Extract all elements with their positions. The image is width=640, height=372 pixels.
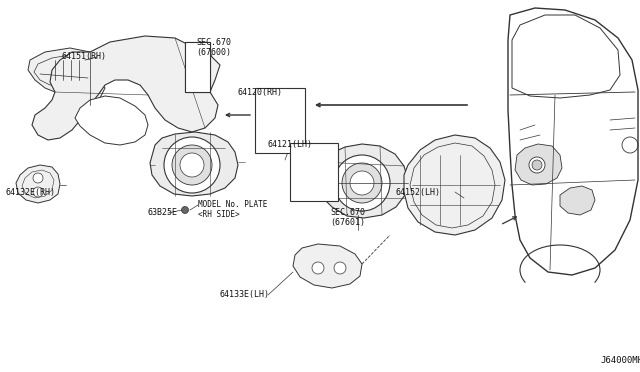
Polygon shape: [16, 165, 60, 203]
Text: 64120(RH): 64120(RH): [238, 88, 283, 97]
Bar: [255, 88, 305, 153]
Text: 64132E(RH): 64132E(RH): [5, 188, 55, 197]
Text: J64000MH: J64000MH: [600, 356, 640, 365]
Polygon shape: [293, 244, 362, 288]
Polygon shape: [75, 96, 148, 145]
Circle shape: [350, 171, 374, 195]
Text: SEC.670
(67601): SEC.670 (67601): [330, 208, 365, 227]
Circle shape: [334, 262, 346, 274]
Bar: [290, 143, 338, 201]
Text: 64121(LH): 64121(LH): [268, 140, 313, 149]
Circle shape: [342, 163, 382, 203]
Circle shape: [33, 187, 43, 197]
Polygon shape: [150, 132, 238, 196]
Circle shape: [164, 137, 220, 193]
Text: 64151(RH): 64151(RH): [62, 52, 107, 61]
Polygon shape: [404, 135, 505, 235]
Circle shape: [182, 206, 189, 214]
Polygon shape: [515, 144, 562, 185]
Polygon shape: [32, 36, 220, 140]
Circle shape: [312, 262, 324, 274]
Polygon shape: [28, 48, 105, 104]
Circle shape: [529, 157, 545, 173]
Text: SEC.670
(67600): SEC.670 (67600): [196, 38, 231, 57]
Polygon shape: [560, 186, 595, 215]
Circle shape: [172, 145, 212, 185]
Text: 63B25E: 63B25E: [148, 208, 178, 217]
Text: 64133E(LH): 64133E(LH): [220, 290, 270, 299]
Circle shape: [532, 160, 542, 170]
Circle shape: [180, 153, 204, 177]
Text: MODEL No. PLATE
<RH SIDE>: MODEL No. PLATE <RH SIDE>: [198, 200, 268, 219]
Text: 64152(LH): 64152(LH): [395, 188, 440, 197]
Circle shape: [334, 155, 390, 211]
Circle shape: [33, 173, 43, 183]
Bar: [185, 42, 210, 92]
Polygon shape: [314, 144, 408, 218]
